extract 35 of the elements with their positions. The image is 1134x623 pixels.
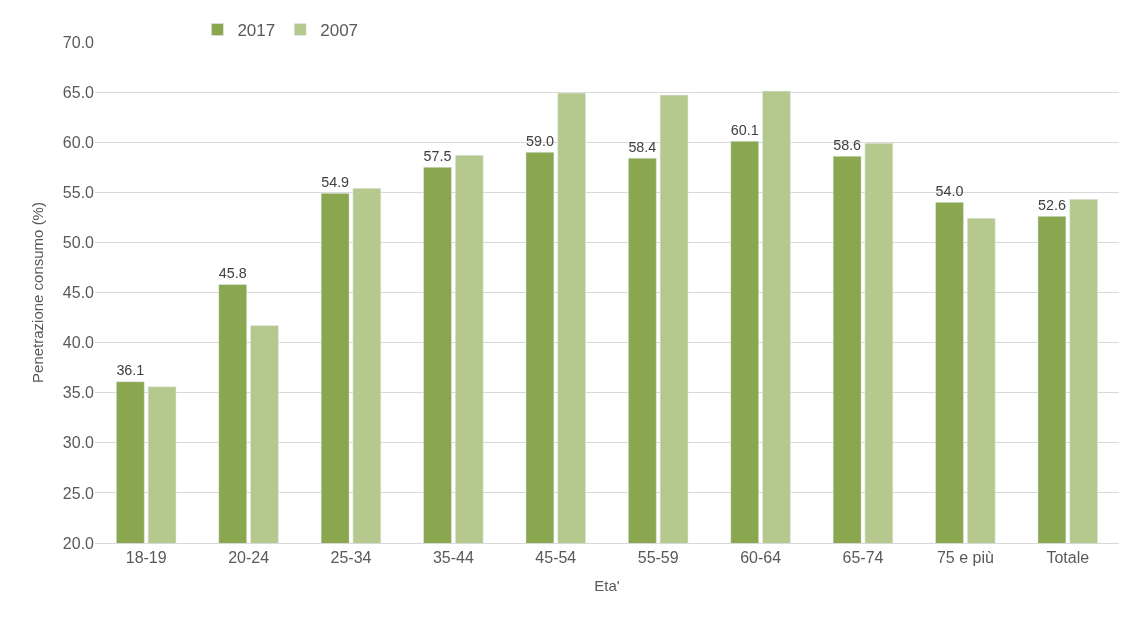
y-tick-label: 35.0 xyxy=(62,384,95,402)
x-tick-label: 75 e più xyxy=(936,549,994,567)
data-label: 60.1 xyxy=(730,121,759,138)
x-tick-label: 55-59 xyxy=(637,549,679,567)
x-tick-label: 18-19 xyxy=(125,549,167,567)
y-tick-label: 70.0 xyxy=(62,33,95,51)
x-tick-label: 25-34 xyxy=(330,549,372,567)
legend-label: 2017 xyxy=(237,21,276,41)
y-tick-label: 20.0 xyxy=(62,534,95,552)
y-tick-label: 60.0 xyxy=(62,133,95,151)
y-tick-label: 45.0 xyxy=(62,284,95,302)
data-label: 59.0 xyxy=(525,132,554,149)
x-tick-label: 45-54 xyxy=(535,549,577,567)
y-tick-label: 65.0 xyxy=(62,83,95,101)
data-label: 58.6 xyxy=(833,136,862,153)
x-tick-label: 65-74 xyxy=(842,549,884,567)
legend-label: 2007 xyxy=(320,21,359,41)
data-label: 54.0 xyxy=(935,182,964,199)
data-label: 58.4 xyxy=(628,138,657,155)
x-tick-label: 35-44 xyxy=(432,549,474,567)
data-label: 36.1 xyxy=(116,362,145,379)
data-label: 45.8 xyxy=(218,265,247,282)
data-label: 52.6 xyxy=(1037,196,1066,213)
y-tick-label: 25.0 xyxy=(62,484,95,502)
x-tick-label: Totale xyxy=(1046,549,1090,567)
y-tick-label: 30.0 xyxy=(62,434,95,452)
data-label: 57.5 xyxy=(423,147,452,164)
y-tick-label: 55.0 xyxy=(62,183,95,201)
x-tick-label: 20-24 xyxy=(228,549,270,567)
y-tick-label: 50.0 xyxy=(62,234,95,251)
y-axis-title: Penetrazione consumo (%) xyxy=(29,202,47,383)
data-label: 54.9 xyxy=(321,173,350,190)
x-tick-label: 60-64 xyxy=(740,549,782,567)
x-axis-title: Eta' xyxy=(594,577,620,595)
y-tick-label: 40.0 xyxy=(62,334,95,352)
